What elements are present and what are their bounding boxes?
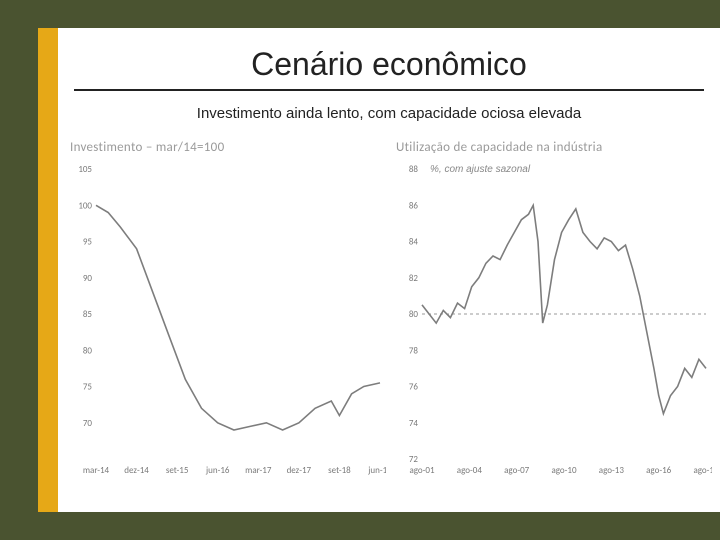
svg-text:78: 78: [409, 345, 419, 356]
frame-bottom: [0, 512, 720, 540]
chart-capacity: Utilização de capacidade na indústria %,…: [392, 140, 712, 500]
frame-accent: [38, 28, 58, 512]
svg-text:set-15: set-15: [166, 465, 189, 476]
svg-text:72: 72: [409, 454, 419, 465]
svg-text:jun-19: jun-19: [367, 465, 386, 476]
charts-row: Investimento – mar/14=100 70 75 80 85 90 95 10…: [58, 140, 720, 500]
svg-text:82: 82: [409, 273, 419, 284]
svg-text:100: 100: [78, 200, 92, 211]
svg-text:75: 75: [83, 382, 93, 393]
svg-text:dez-17: dez-17: [287, 465, 312, 476]
svg-text:ago-13: ago-13: [599, 465, 625, 476]
svg-text:mar-14: mar-14: [83, 465, 110, 476]
svg-text:70: 70: [83, 418, 93, 429]
svg-text:80: 80: [83, 345, 93, 356]
chart-investment-title: Investimento – mar/14=100: [70, 140, 386, 155]
svg-text:ago-04: ago-04: [457, 465, 483, 476]
svg-text:90: 90: [83, 273, 93, 284]
svg-text:76: 76: [409, 382, 419, 393]
page-subtitle: Investimento ainda lento, com capacidade…: [58, 105, 720, 122]
svg-text:ago-10: ago-10: [551, 465, 577, 476]
svg-text:88: 88: [409, 164, 419, 175]
svg-text:ago-19: ago-19: [693, 465, 712, 476]
svg-text:ago-07: ago-07: [504, 465, 530, 476]
chart-capacity-title: Utilização de capacidade na indústria: [396, 140, 712, 155]
svg-text:set-18: set-18: [328, 465, 351, 476]
svg-text:80: 80: [409, 309, 419, 320]
svg-text:74: 74: [409, 418, 419, 429]
svg-text:ago-16: ago-16: [646, 465, 672, 476]
svg-text:dez-14: dez-14: [124, 465, 149, 476]
svg-text:mar-17: mar-17: [245, 465, 272, 476]
svg-text:84: 84: [409, 237, 419, 248]
chart-investment: Investimento – mar/14=100 70 75 80 85 90 95 10…: [66, 140, 386, 500]
content-area: Cenário econômico Investimento ainda len…: [58, 28, 720, 512]
svg-text:95: 95: [83, 237, 93, 248]
svg-text:85: 85: [83, 309, 93, 320]
frame-top: [0, 0, 720, 28]
chart-capacity-subtitle: %, com ajuste sazonal: [430, 164, 530, 175]
svg-text:ago-01: ago-01: [409, 465, 435, 476]
svg-text:jun-16: jun-16: [205, 465, 230, 476]
chart-investment-svg: 70 75 80 85 90 95 100 105 mar-14 dez-14 set-15 jun-…: [66, 161, 386, 481]
chart-capacity-svg: 72 74 76 78 80 82 84 86 88 ago-01 ago-04 ago-07 ago-…: [392, 161, 712, 481]
svg-text:86: 86: [409, 200, 419, 211]
svg-text:105: 105: [78, 164, 92, 175]
title-underline: [74, 89, 704, 91]
page-title: Cenário econômico: [58, 28, 720, 89]
